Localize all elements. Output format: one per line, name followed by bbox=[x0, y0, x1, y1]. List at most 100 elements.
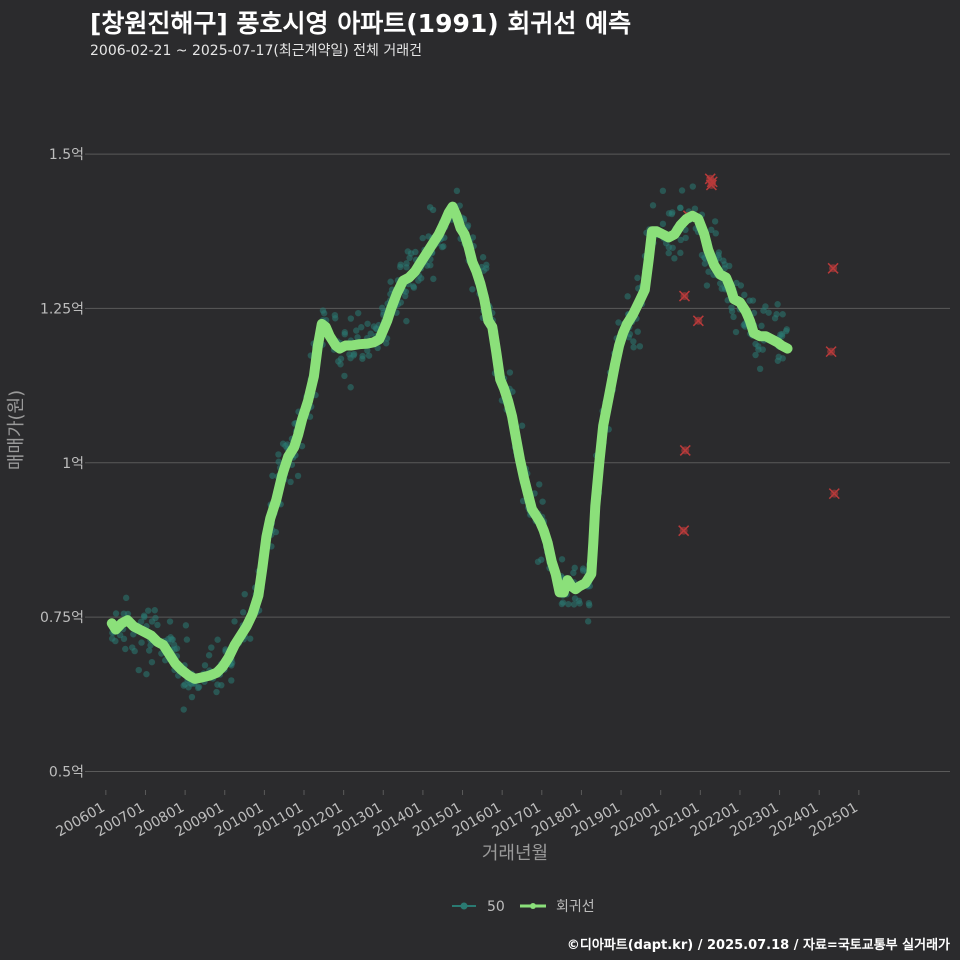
scatter-point bbox=[665, 249, 672, 257]
scatter-point bbox=[143, 670, 150, 678]
scatter-point bbox=[353, 327, 360, 334]
scatter-point bbox=[415, 277, 422, 284]
scatter-point bbox=[195, 683, 203, 691]
regression-line bbox=[106, 201, 793, 684]
scatter-point bbox=[148, 658, 156, 666]
scatter-point bbox=[246, 635, 254, 642]
scatter-point bbox=[728, 304, 735, 311]
chart-title: [창원진해구] 풍호시영 아파트(1991) 회귀선 예측 bbox=[90, 9, 632, 38]
scatter-point bbox=[170, 641, 178, 648]
scatter-point bbox=[120, 610, 128, 617]
scatter-point bbox=[213, 688, 220, 696]
legend-item-scatter: 50 bbox=[452, 899, 505, 915]
scatter-point bbox=[403, 317, 410, 325]
scatter-point bbox=[147, 642, 154, 649]
scatter-point bbox=[737, 282, 745, 289]
scatter-point bbox=[183, 636, 191, 643]
scatter-point bbox=[331, 311, 339, 319]
scatter-point bbox=[752, 351, 759, 359]
cancelled-cross bbox=[825, 346, 837, 358]
scatter-point bbox=[430, 275, 437, 283]
scatter-point bbox=[201, 662, 209, 669]
scatter-point bbox=[350, 350, 358, 358]
scatter-point bbox=[682, 234, 689, 242]
scatter-point bbox=[752, 340, 759, 348]
cancelled-cross bbox=[705, 179, 717, 191]
scatter-point bbox=[275, 451, 282, 458]
legend-label-regression: 회귀선 bbox=[556, 899, 595, 915]
scatter-point bbox=[636, 343, 644, 350]
scatter-point bbox=[464, 222, 472, 229]
scatter-point bbox=[659, 220, 667, 228]
scatter-point bbox=[565, 600, 572, 608]
scatter-point bbox=[669, 244, 676, 251]
scatter-point bbox=[269, 472, 276, 479]
scatter-point bbox=[231, 618, 238, 625]
scatter-point bbox=[775, 353, 782, 361]
scatter-point bbox=[410, 283, 417, 290]
scatter-point bbox=[665, 210, 673, 217]
scatter-point bbox=[678, 187, 686, 194]
scatter-point bbox=[182, 622, 190, 629]
scatter-point bbox=[239, 609, 247, 616]
scatter-point bbox=[782, 327, 790, 335]
scatter-point bbox=[712, 230, 719, 237]
scatter-point bbox=[575, 597, 583, 605]
grid-lines bbox=[90, 153, 950, 772]
scatter-point bbox=[358, 324, 365, 331]
scatter-point bbox=[634, 274, 641, 282]
scatter-point bbox=[440, 243, 447, 250]
scatter-point bbox=[518, 422, 526, 429]
scatter-point bbox=[634, 328, 641, 335]
scatter-point bbox=[677, 236, 684, 244]
scatter-point bbox=[453, 187, 461, 195]
scatter-point bbox=[570, 569, 577, 577]
scatter-point bbox=[180, 706, 187, 713]
scatter-point bbox=[703, 282, 711, 289]
scatter-point bbox=[584, 618, 592, 625]
scatter-point bbox=[228, 677, 235, 684]
scatter-point bbox=[365, 352, 373, 359]
scatter-point bbox=[341, 331, 348, 338]
scatter-point bbox=[122, 645, 129, 653]
scatter-point bbox=[154, 621, 161, 629]
scatter-point bbox=[401, 292, 409, 300]
scatter-point bbox=[145, 607, 152, 614]
scatter-point bbox=[355, 309, 362, 317]
scatter-point bbox=[730, 313, 737, 321]
scatter-point bbox=[140, 612, 148, 619]
scatter-point bbox=[205, 652, 213, 659]
y-tick-label: 1.25억 bbox=[40, 301, 84, 317]
scatter-point bbox=[406, 254, 413, 262]
scatter-point bbox=[108, 635, 116, 642]
scatter-point bbox=[774, 301, 781, 308]
scatter-point bbox=[337, 355, 345, 362]
scatter-point bbox=[214, 636, 221, 643]
scatter-point bbox=[151, 607, 158, 614]
scatter-point bbox=[756, 365, 764, 373]
scatter-point bbox=[715, 249, 723, 256]
scatter-point bbox=[570, 601, 578, 608]
scatter-point bbox=[387, 278, 394, 285]
scatter-point bbox=[691, 205, 699, 212]
scatter-point bbox=[506, 369, 514, 376]
y-axis-ticks: 0.5억 0.75억 1억 1.25억 1.5억 bbox=[40, 147, 90, 780]
y-tick-label: 1억 bbox=[62, 456, 84, 472]
scatter-point bbox=[241, 590, 248, 598]
y-tick-label: 0.5억 bbox=[49, 764, 84, 780]
cancelled-cross bbox=[828, 488, 840, 500]
scatter-point bbox=[166, 618, 174, 625]
scatter-point bbox=[347, 354, 354, 362]
scatter-point bbox=[347, 315, 355, 322]
scatter-point bbox=[538, 556, 545, 563]
scatter-point bbox=[539, 498, 546, 505]
scatter-point bbox=[762, 303, 769, 310]
scatter-point bbox=[275, 458, 282, 465]
scatter-point bbox=[135, 666, 142, 674]
scatter-point bbox=[711, 218, 719, 225]
scatter-point bbox=[354, 334, 361, 341]
scatter-point bbox=[716, 280, 724, 287]
scatter-point bbox=[624, 293, 631, 300]
scatter-point bbox=[341, 372, 348, 380]
scatter-point bbox=[469, 286, 476, 293]
